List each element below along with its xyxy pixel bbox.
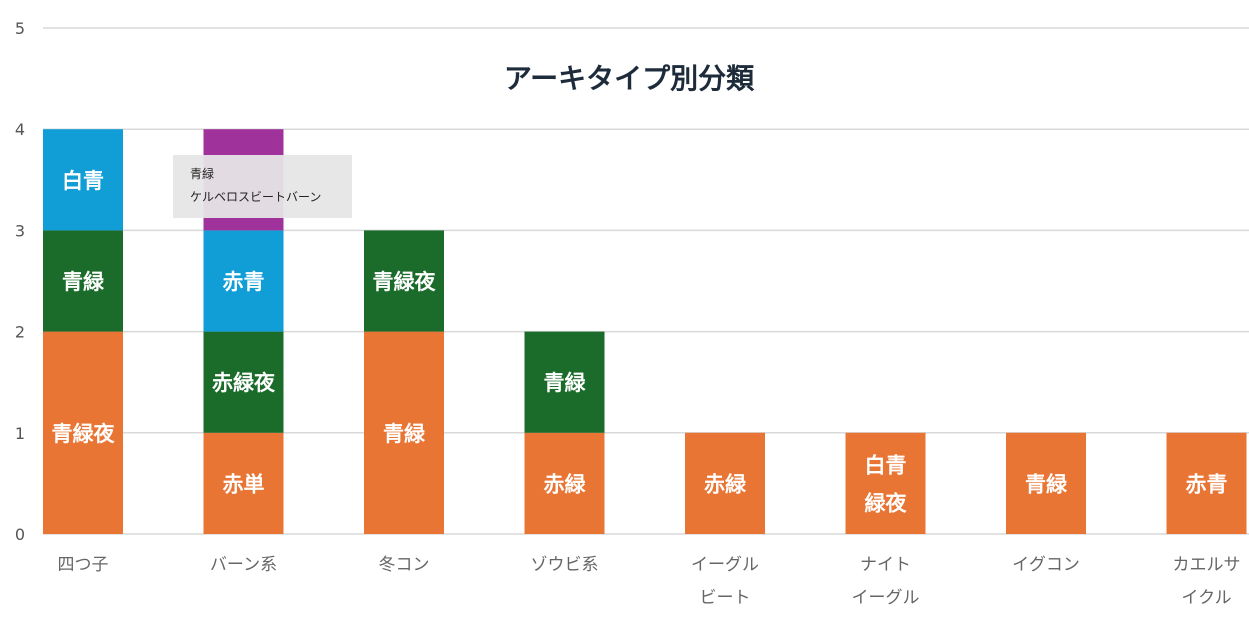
segment-label: 赤緑 bbox=[704, 472, 747, 496]
x-tick-label: ビート bbox=[700, 588, 751, 608]
segment-label: 白青 bbox=[865, 453, 907, 477]
bar-segment[interactable] bbox=[685, 432, 765, 534]
chart-title: アーキタイプ別分類 bbox=[504, 62, 755, 95]
x-tick-label: 冬コン bbox=[379, 555, 430, 575]
segment-label: 青緑 bbox=[62, 270, 105, 294]
bar-stack: 青緑 bbox=[1006, 432, 1086, 534]
tooltip-box bbox=[173, 155, 352, 218]
x-tick-label: バーン系 bbox=[210, 555, 277, 575]
segment-label: 緑夜 bbox=[865, 491, 908, 515]
x-tick-label: イクル bbox=[1181, 588, 1231, 608]
y-tick-label: 2 bbox=[15, 323, 25, 342]
x-tick-label: イグコン bbox=[1012, 555, 1080, 575]
bar-segment[interactable] bbox=[1166, 432, 1247, 534]
y-axis: 0 1 2 3 4 5 bbox=[15, 19, 25, 544]
bar-segment[interactable] bbox=[203, 230, 284, 332]
bar-segment[interactable] bbox=[203, 331, 284, 433]
bar-segment[interactable] bbox=[43, 331, 123, 534]
y-tick-label: 0 bbox=[15, 525, 25, 544]
segment-label: 青緑夜 bbox=[52, 422, 116, 446]
bar-segment[interactable] bbox=[1006, 432, 1086, 534]
segment-label: 青緑 bbox=[544, 371, 587, 395]
segment-label: 青緑 bbox=[383, 422, 426, 446]
bar-segment[interactable] bbox=[43, 129, 123, 231]
y-tick-label: 4 bbox=[15, 120, 25, 139]
segment-label: 赤青 bbox=[1186, 472, 1228, 496]
y-tick-label: 1 bbox=[15, 424, 25, 443]
bar-segment[interactable] bbox=[364, 230, 444, 332]
x-tick-label: カエルサ bbox=[1173, 555, 1241, 575]
x-tick-label: イーグル bbox=[691, 555, 759, 575]
segment-label: 赤単 bbox=[223, 472, 265, 496]
bar-segment[interactable] bbox=[364, 331, 444, 534]
segment-label: 白青 bbox=[62, 169, 104, 193]
bar-segment[interactable] bbox=[43, 230, 123, 332]
x-tick-label: ナイト bbox=[860, 555, 911, 575]
segment-label: 赤青 bbox=[223, 270, 265, 294]
y-tick-label: 3 bbox=[15, 221, 25, 240]
segment-label: 青緑 bbox=[1025, 472, 1068, 496]
bar-segment[interactable] bbox=[524, 331, 605, 433]
bar-stack: 赤緑 bbox=[685, 432, 765, 534]
y-tick-label: 5 bbox=[15, 19, 25, 38]
bar-stack: 赤青 bbox=[1166, 432, 1247, 534]
segment-label: 赤緑 bbox=[544, 472, 587, 496]
segment-label: 赤緑夜 bbox=[212, 371, 276, 395]
segment-label: 青緑夜 bbox=[373, 270, 437, 294]
tooltip-line: ケルベロスビートバーン bbox=[190, 190, 321, 204]
x-tick-label: イーグル bbox=[852, 588, 920, 608]
bar-segment[interactable] bbox=[524, 432, 605, 534]
bar-segment[interactable] bbox=[203, 432, 284, 534]
x-tick-label: 四つ子 bbox=[58, 555, 109, 575]
x-tick-label: ゾウビ系 bbox=[531, 555, 599, 575]
bar-segment[interactable] bbox=[845, 432, 926, 534]
tooltip-line: 青緑 bbox=[190, 166, 214, 181]
